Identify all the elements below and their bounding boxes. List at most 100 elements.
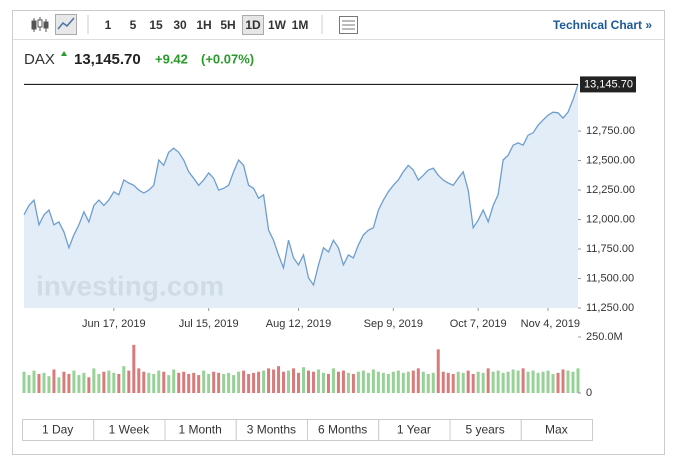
volume-bar	[496, 370, 500, 393]
x-tick-label: Aug 12, 2019	[266, 318, 331, 330]
volume-bar	[536, 372, 540, 393]
volume-bar	[541, 371, 545, 393]
range-label[interactable]: 3 Months	[247, 423, 296, 437]
volume-bar	[292, 368, 296, 393]
last-price-tag	[580, 76, 636, 93]
y-tick-label: 12,750.00	[586, 125, 635, 137]
volume-bar	[361, 370, 365, 393]
volume-bar	[356, 371, 360, 393]
interval-button[interactable]: 1W	[268, 18, 287, 32]
volume-bar	[576, 368, 580, 393]
volume-bar	[247, 373, 251, 393]
price-line	[23, 84, 579, 287]
volume-bar	[122, 366, 126, 393]
volume-bar	[42, 372, 46, 393]
volume-bar	[267, 368, 271, 393]
change: +9.42	[155, 51, 188, 66]
range-button[interactable]	[520, 419, 593, 441]
range-label[interactable]: 1 Week	[109, 423, 150, 437]
volume-bar	[336, 371, 340, 393]
range-label[interactable]: 5 years	[465, 423, 504, 437]
volume-tick-label: 250.0M	[586, 331, 623, 343]
volume-bar	[37, 373, 41, 393]
volume-bar	[346, 372, 350, 393]
volume-bar	[257, 371, 261, 393]
area	[24, 84, 578, 309]
volume-bar	[441, 371, 445, 393]
volume-bar	[147, 372, 151, 393]
volume-bar	[371, 369, 375, 393]
volume-bar	[466, 370, 470, 393]
volume-bar	[152, 373, 156, 393]
volume-bar	[486, 368, 490, 393]
volume-bar	[331, 368, 335, 393]
volume-bar	[366, 372, 370, 393]
volume-bar	[127, 370, 131, 393]
volume-bar	[92, 368, 96, 393]
volume-bar	[311, 371, 315, 393]
volume-tick-label: 0	[586, 387, 592, 399]
interval-button[interactable]: 1M	[292, 18, 309, 32]
range-label[interactable]: 1 Month	[178, 423, 221, 437]
volume-bar	[461, 372, 465, 393]
interval-button[interactable]: 15	[149, 18, 163, 32]
volume-bar	[192, 372, 196, 393]
interval-button[interactable]: 5H	[220, 18, 235, 32]
volume-bar	[162, 371, 166, 393]
settings-icon[interactable]	[339, 16, 358, 34]
volume-bar	[262, 370, 266, 393]
volume-bar	[386, 373, 390, 393]
volume-bar	[426, 373, 430, 393]
volume-bar	[561, 369, 565, 393]
volume-bar	[62, 371, 66, 393]
volume-bar	[316, 369, 320, 393]
interval-button[interactable]: 1D	[245, 18, 261, 32]
interval-button[interactable]: 1	[105, 18, 112, 32]
volume-bar	[97, 373, 101, 393]
y-tick-label: 12,000.00	[586, 213, 635, 225]
volume-bar	[87, 377, 91, 393]
candle-icon[interactable]	[31, 17, 49, 32]
volume-bar	[451, 373, 455, 393]
volume-bar	[77, 375, 81, 393]
volume-bar	[436, 349, 440, 393]
interval-button[interactable]: 30	[173, 18, 187, 32]
volume-bar	[501, 372, 505, 393]
volume-bar	[32, 370, 36, 393]
interval-button[interactable]: 5	[130, 18, 137, 32]
volume-bar	[167, 375, 171, 393]
range-label[interactable]: 1 Day	[42, 423, 73, 437]
volume-bar	[242, 370, 246, 393]
volume-bar	[446, 372, 450, 393]
x-tick-label: Sep 9, 2019	[364, 318, 423, 330]
volume-bar	[197, 375, 201, 393]
volume-bar	[282, 371, 286, 393]
volume-bar	[82, 372, 86, 393]
volume-bar	[272, 369, 276, 393]
volume-bar	[252, 372, 256, 393]
volume-bar	[326, 373, 330, 393]
volume-bar	[67, 373, 71, 393]
volume-bar	[481, 372, 485, 393]
volume-bar	[551, 373, 555, 393]
range-label[interactable]: 1 Year	[397, 423, 431, 437]
volume-bar	[516, 370, 520, 393]
range-label[interactable]: Max	[545, 423, 568, 437]
volume-bar	[506, 371, 510, 393]
volume-bar	[57, 377, 61, 393]
volume-bar	[232, 375, 236, 393]
interval-button[interactable]: 1H	[196, 18, 211, 32]
line-icon[interactable]	[55, 14, 77, 35]
technical-chart-link[interactable]: Technical Chart »	[553, 18, 652, 32]
volume-bar	[217, 372, 221, 393]
volume-bar	[431, 372, 435, 393]
volume-bar	[411, 370, 415, 393]
volume-bar	[471, 373, 475, 393]
range-label[interactable]: 6 Months	[318, 423, 367, 437]
volume-bar	[47, 376, 51, 393]
volume-bar	[476, 371, 480, 393]
interval-selected	[242, 15, 264, 35]
volume-bar	[306, 370, 310, 393]
